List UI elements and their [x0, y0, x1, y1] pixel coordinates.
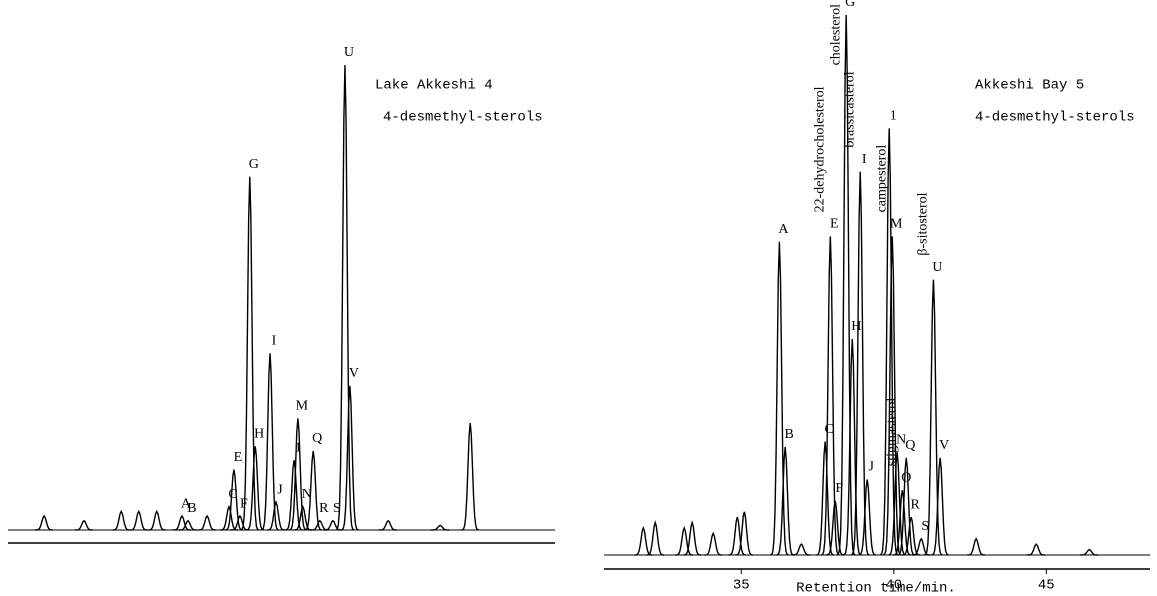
x-tick-label: 35: [733, 578, 750, 594]
compound-label: campesterol: [874, 145, 889, 213]
peak-label: U: [932, 260, 942, 275]
peak: [1026, 543, 1046, 556]
peak-label: H: [851, 319, 861, 334]
peak-label: F: [835, 481, 843, 496]
peak: [230, 514, 249, 531]
peak: [430, 524, 449, 531]
peak: [293, 504, 312, 531]
peak-label: R: [910, 497, 920, 512]
compound-label: β-sitosterol: [916, 192, 931, 255]
peak: [892, 490, 912, 556]
compound-label: cholesterol: [828, 4, 843, 66]
x-tick-label: 40: [885, 578, 902, 594]
peak: [930, 457, 950, 556]
peak: [284, 460, 303, 531]
peak-label: I: [272, 334, 277, 349]
peak: [111, 509, 131, 531]
peak-label: V: [349, 366, 359, 381]
peak: [966, 537, 985, 556]
peak: [825, 500, 845, 556]
compound-label: stigmasterol: [885, 398, 900, 467]
peak: [887, 452, 907, 556]
chart-title: Lake Akkeshi 4: [375, 78, 493, 94]
peak-label: M: [296, 399, 309, 414]
peak: [791, 543, 811, 556]
peak-label: 1: [295, 440, 302, 455]
peak: [172, 514, 191, 531]
x-axis-label: Retention time/min.: [796, 581, 956, 596]
peak-label: J: [277, 482, 283, 497]
peak: [769, 241, 789, 556]
peak: [734, 511, 754, 556]
peak: [260, 353, 280, 531]
peak: [147, 509, 166, 531]
peak-label: G: [845, 0, 855, 10]
peak: [178, 519, 197, 531]
peak-label: G: [249, 157, 259, 172]
compound-label: 22-dehydrocholesterol: [813, 86, 828, 212]
peak-label: B: [187, 501, 196, 516]
peak: [197, 514, 216, 531]
peak: [74, 519, 93, 531]
peak-label: R: [319, 501, 329, 516]
chart-subtitle: 4-desmethyl-sterols: [975, 110, 1135, 126]
peak: [460, 422, 480, 531]
peak: [836, 14, 856, 556]
peak: [703, 531, 723, 556]
peak: [129, 509, 148, 531]
peak: [682, 520, 701, 556]
peak: [288, 418, 307, 531]
peak: [224, 469, 243, 531]
peak: [842, 338, 862, 556]
peak-label: A: [778, 222, 789, 237]
peak: [857, 479, 877, 556]
peak-label: E: [234, 450, 243, 465]
peak-label: C: [824, 422, 833, 437]
peak: [335, 64, 355, 531]
peak-label: N: [302, 487, 312, 502]
peak-label: Q: [312, 431, 322, 446]
x-tick-label: 45: [1038, 578, 1055, 594]
peak: [1079, 548, 1099, 556]
peak-label: V: [939, 438, 949, 453]
chart-title: Akkeshi Bay 5: [975, 78, 1084, 94]
peak: [34, 514, 53, 531]
peak: [820, 236, 840, 556]
peak: [911, 537, 931, 556]
peak-label: M: [890, 217, 903, 232]
peak-label: I: [862, 152, 867, 167]
peak: [850, 171, 870, 556]
peak: [645, 520, 665, 556]
peak: [775, 446, 795, 556]
peak-label: C: [228, 487, 237, 502]
peak-label: 1: [890, 109, 897, 124]
compound-label: brassicasterol: [842, 71, 857, 147]
peak-label: B: [785, 427, 794, 442]
peak: [323, 519, 342, 531]
peak-label: N: [896, 433, 906, 448]
peak-label: S: [921, 519, 929, 534]
peak: [674, 525, 694, 556]
peak: [378, 519, 397, 531]
peak: [245, 446, 265, 531]
peak-label: S: [333, 501, 341, 516]
chart-subtitle: 4-desmethyl-sterols: [383, 110, 543, 126]
peak-label: O: [901, 470, 911, 485]
peak: [340, 385, 359, 531]
peak: [240, 176, 259, 531]
peak-label: A: [181, 496, 192, 511]
peak-label: J: [869, 460, 875, 475]
peak: [896, 457, 916, 556]
peak: [879, 128, 899, 556]
peak: [633, 525, 653, 556]
peak: [727, 517, 747, 556]
peak-label: Q: [905, 438, 915, 453]
peak-label: E: [830, 217, 839, 232]
peak: [923, 279, 943, 556]
peak: [303, 450, 323, 531]
peak: [266, 499, 285, 531]
peak-label: U: [344, 45, 354, 60]
peak-label: H: [254, 427, 264, 442]
